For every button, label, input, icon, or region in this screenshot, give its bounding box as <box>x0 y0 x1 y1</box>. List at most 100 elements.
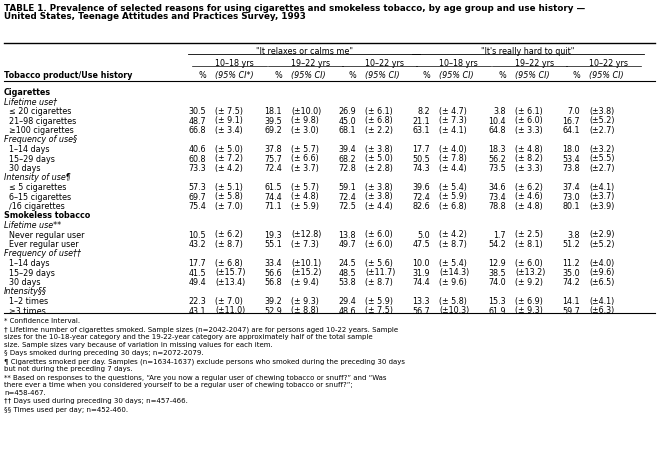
Text: 1.7: 1.7 <box>494 230 506 240</box>
Text: 59.1: 59.1 <box>338 183 356 192</box>
Text: 56.8: 56.8 <box>264 278 282 287</box>
Text: †† Days used during preceding 30 days; n=457-466.: †† Days used during preceding 30 days; n… <box>4 398 188 404</box>
Text: (± 6.1): (± 6.1) <box>515 107 543 116</box>
Text: 1–14 days: 1–14 days <box>4 259 49 268</box>
Text: (± 6.1): (± 6.1) <box>365 107 393 116</box>
Text: (±15.7): (±15.7) <box>215 268 246 277</box>
Text: 18.3: 18.3 <box>488 145 506 154</box>
Text: size. Sample sizes vary because of variation in missing values for each item.: size. Sample sizes vary because of varia… <box>4 342 273 348</box>
Text: 13.8: 13.8 <box>339 230 356 240</box>
Text: 72.4: 72.4 <box>264 164 282 173</box>
Text: 69.7: 69.7 <box>188 193 206 202</box>
Text: ∕16 cigarettes: ∕16 cigarettes <box>4 202 65 211</box>
Text: 53.4: 53.4 <box>562 155 580 164</box>
Text: 56.2: 56.2 <box>488 155 506 164</box>
Text: Lifetime use†: Lifetime use† <box>4 97 57 107</box>
Text: 47.5: 47.5 <box>413 240 430 249</box>
Text: 19–22 yrs: 19–22 yrs <box>291 59 330 68</box>
Text: (± 5.0): (± 5.0) <box>365 155 393 164</box>
Text: (±13.2): (±13.2) <box>515 268 546 277</box>
Text: § Days smoked during preceding 30 days; n=2072-2079.: § Days smoked during preceding 30 days; … <box>4 350 204 356</box>
Text: %: % <box>274 71 282 80</box>
Text: 6–15 cigarettes: 6–15 cigarettes <box>4 193 71 202</box>
Text: (± 7.0): (± 7.0) <box>215 202 243 211</box>
Text: 61.9: 61.9 <box>488 306 506 315</box>
Text: (± 9.3): (± 9.3) <box>291 297 319 306</box>
Text: (± 8.8): (± 8.8) <box>291 306 319 315</box>
Text: 1–14 days: 1–14 days <box>4 145 49 154</box>
Text: 59.7: 59.7 <box>562 306 580 315</box>
Text: Tobacco product/Use history: Tobacco product/Use history <box>4 71 132 80</box>
Text: 56.6: 56.6 <box>264 268 282 277</box>
Text: (± 5.0): (± 5.0) <box>215 145 243 154</box>
Text: (±4.0): (±4.0) <box>589 259 614 268</box>
Text: (± 5.4): (± 5.4) <box>439 183 467 192</box>
Text: 39.6: 39.6 <box>413 183 430 192</box>
Text: 80.1: 80.1 <box>563 202 580 211</box>
Text: (± 6.8): (± 6.8) <box>365 117 393 125</box>
Text: 41.5: 41.5 <box>188 268 206 277</box>
Text: 57.3: 57.3 <box>188 183 206 192</box>
Text: 78.8: 78.8 <box>488 202 506 211</box>
Text: 52.9: 52.9 <box>264 306 282 315</box>
Text: 50.5: 50.5 <box>413 155 430 164</box>
Text: (± 4.1): (± 4.1) <box>439 126 467 135</box>
Text: ≤ 5 cigarettes: ≤ 5 cigarettes <box>4 183 67 192</box>
Text: 74.4: 74.4 <box>264 193 282 202</box>
Text: 48.5: 48.5 <box>338 268 356 277</box>
Text: 37.4: 37.4 <box>562 183 580 192</box>
Text: (95% CI*): (95% CI*) <box>215 71 254 80</box>
Text: 22.3: 22.3 <box>188 297 206 306</box>
Text: 39.4: 39.4 <box>338 145 356 154</box>
Text: (± 4.8): (± 4.8) <box>291 193 319 202</box>
Text: (± 9.2): (± 9.2) <box>515 278 543 287</box>
Text: (95% CI): (95% CI) <box>365 71 399 80</box>
Text: 68.1: 68.1 <box>339 126 356 135</box>
Text: (± 3.3): (± 3.3) <box>515 164 543 173</box>
Text: 35.0: 35.0 <box>562 268 580 277</box>
Text: 64.8: 64.8 <box>488 126 506 135</box>
Text: 10.4: 10.4 <box>488 117 506 125</box>
Text: (± 8.1): (± 8.1) <box>515 240 543 249</box>
Text: (± 5.7): (± 5.7) <box>291 145 319 154</box>
Text: (95% CI): (95% CI) <box>589 71 623 80</box>
Text: (± 4.2): (± 4.2) <box>439 230 467 240</box>
Text: 5.0: 5.0 <box>417 230 430 240</box>
Text: 73.3: 73.3 <box>188 164 206 173</box>
Text: (±2.7): (±2.7) <box>589 126 614 135</box>
Text: (± 4.8): (± 4.8) <box>515 145 543 154</box>
Text: 30 days: 30 days <box>4 278 40 287</box>
Text: (±10.3): (±10.3) <box>439 306 469 315</box>
Text: (± 4.4): (± 4.4) <box>365 202 393 211</box>
Text: 74.3: 74.3 <box>413 164 430 173</box>
Text: (± 5.9): (± 5.9) <box>291 202 319 211</box>
Text: 49.7: 49.7 <box>338 240 356 249</box>
Text: (± 9.6): (± 9.6) <box>439 278 467 287</box>
Text: (± 7.5): (± 7.5) <box>215 107 243 116</box>
Text: United States, Teenage Attitudes and Practices Survey, 1993: United States, Teenage Attitudes and Pra… <box>4 12 306 21</box>
Text: 18.0: 18.0 <box>563 145 580 154</box>
Text: 15.3: 15.3 <box>488 297 506 306</box>
Text: 10–22 yrs: 10–22 yrs <box>589 59 628 68</box>
Text: (± 3.4): (± 3.4) <box>215 126 243 135</box>
Text: 19–22 yrs: 19–22 yrs <box>515 59 554 68</box>
Text: 61.5: 61.5 <box>264 183 282 192</box>
Text: (± 7.2): (± 7.2) <box>215 155 243 164</box>
Text: (± 7.0): (± 7.0) <box>215 297 243 306</box>
Text: (±6.3): (±6.3) <box>589 306 614 315</box>
Text: (±10.0): (±10.0) <box>291 107 321 116</box>
Text: %: % <box>198 71 206 80</box>
Text: (95% CI): (95% CI) <box>515 71 550 80</box>
Text: 74.0: 74.0 <box>488 278 506 287</box>
Text: (±3.9): (±3.9) <box>589 202 614 211</box>
Text: 17.7: 17.7 <box>188 259 206 268</box>
Text: 60.8: 60.8 <box>188 155 206 164</box>
Text: (± 3.8): (± 3.8) <box>365 193 393 202</box>
Text: %: % <box>498 71 506 80</box>
Text: 72.8: 72.8 <box>338 164 356 173</box>
Text: 73.8: 73.8 <box>562 164 580 173</box>
Text: (95% CI): (95% CI) <box>291 71 326 80</box>
Text: 53.8: 53.8 <box>338 278 356 287</box>
Text: 10.5: 10.5 <box>188 230 206 240</box>
Text: %: % <box>348 71 356 80</box>
